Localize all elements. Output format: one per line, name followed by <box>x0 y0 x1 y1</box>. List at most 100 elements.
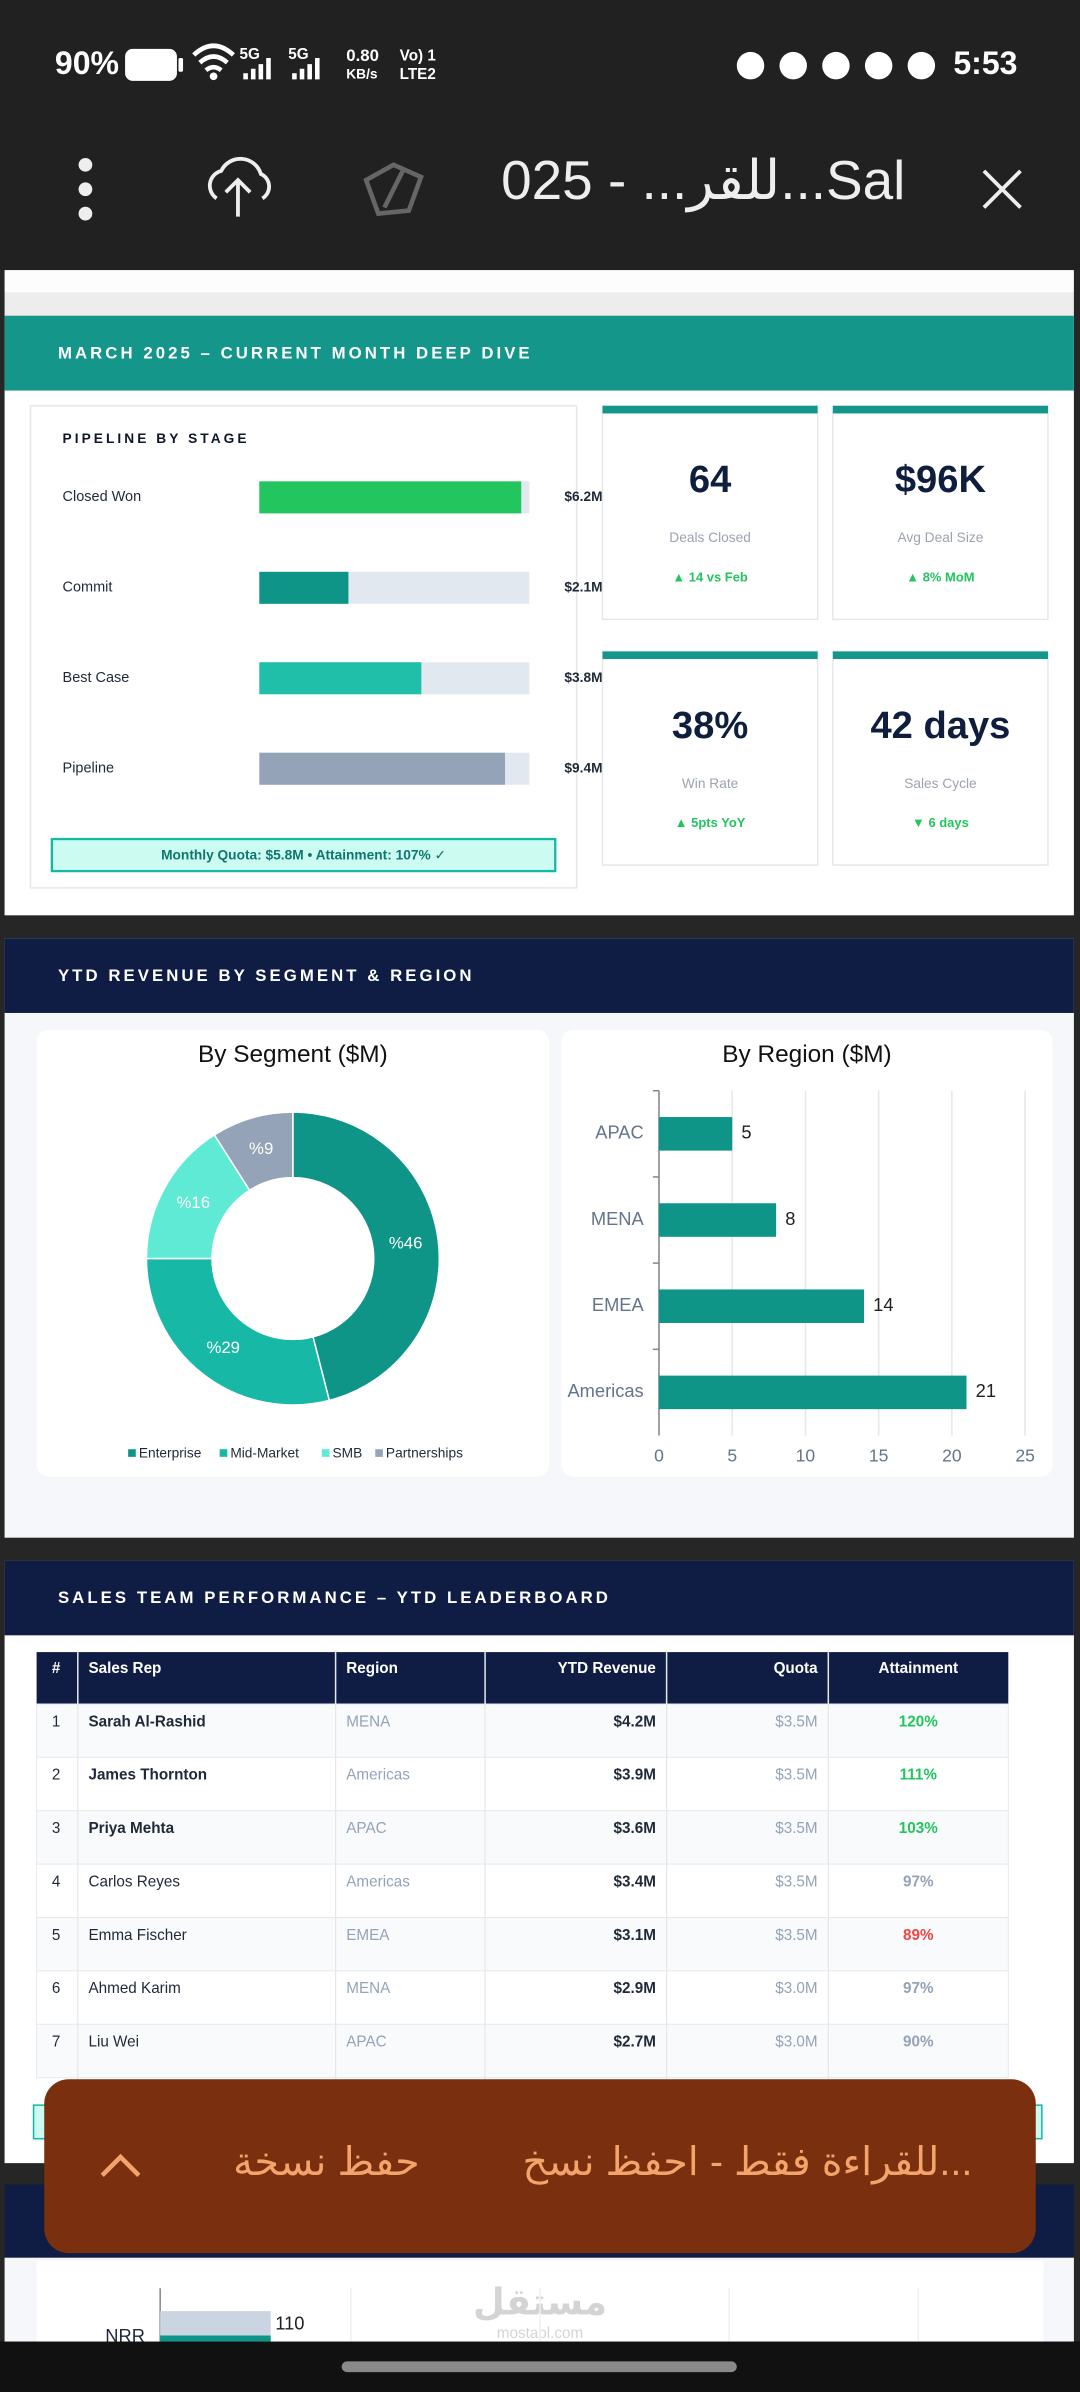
section-header <box>4 938 1074 1013</box>
y-tick-label: MENA <box>591 1208 645 1229</box>
section-title: SALES TEAM PERFORMANCE – YTD LEADERBOARD <box>58 1588 611 1607</box>
column-header: Region <box>346 1660 398 1677</box>
legend-label: SMB <box>333 1445 363 1460</box>
save-copy-button[interactable]: حفظ نسخة <box>233 2140 420 2184</box>
pie-slice <box>145 1257 331 1406</box>
page-gap <box>4 292 1074 316</box>
kpi-value: 42 days <box>870 704 1010 747</box>
signal-icon <box>243 58 271 80</box>
signal-icon <box>292 58 320 80</box>
kpi-delta: ▲ 5pts YoY <box>675 815 746 830</box>
table-cell: 103% <box>899 1820 938 1837</box>
menu-button[interactable] <box>78 157 93 221</box>
table-cell: 5 <box>52 1927 60 1944</box>
table-cell: $3.5M <box>775 1927 817 1944</box>
legend-label: Partnerships <box>386 1445 463 1460</box>
table-cell: $3.0M <box>775 2034 817 2051</box>
stage-value: $9.4M <box>564 760 602 775</box>
table-row <box>36 1703 1009 1758</box>
battery-text: 90% <box>55 45 119 81</box>
x-tick-label: 25 <box>1015 1445 1035 1465</box>
table-cell: EMEA <box>346 1927 390 1944</box>
slice-label: %29 <box>206 1338 240 1357</box>
app-bar-bg <box>0 0 1080 271</box>
kpi-label: Avg Deal Size <box>897 530 983 545</box>
column-header: Sales Rep <box>88 1660 161 1677</box>
x-tick-label: 20 <box>942 1445 962 1465</box>
legend-swatch <box>321 1449 330 1457</box>
table-cell: $2.9M <box>614 1980 656 1997</box>
chart-panel <box>561 1029 1053 1477</box>
stage-bar <box>259 571 349 604</box>
section-title: MARCH 2025 – CURRENT MONTH DEEP DIVE <box>58 343 533 362</box>
table-cell: Emma Fischer <box>88 1927 186 1944</box>
content: Closed Won $6.2M Commit $2.1M Best Case $3.8M… <box>36 405 1049 2346</box>
table-cell: APAC <box>346 2034 386 2051</box>
table-cell: $3.5M <box>775 1820 817 1837</box>
y-tick-label: EMEA <box>592 1294 645 1315</box>
stage-bar <box>259 662 422 695</box>
carrier-text: Vo) 1 <box>400 48 437 65</box>
table-cell: Americas <box>346 1873 410 1890</box>
x-tick-label: 0 <box>654 1445 664 1465</box>
bar-value: 8 <box>785 1208 795 1229</box>
slice-label: %9 <box>249 1139 273 1158</box>
quota-box <box>50 837 557 873</box>
table-cell: Sarah Al-Rashid <box>88 1713 205 1730</box>
bar-value: 5 <box>741 1122 751 1143</box>
legend-swatch <box>219 1449 228 1457</box>
battery-icon <box>125 48 177 81</box>
kpi-value: $96K <box>895 458 987 501</box>
notification-icon <box>907 51 936 80</box>
table-cell: 97% <box>903 1873 934 1890</box>
table-cell: $4.2M <box>614 1713 656 1730</box>
kpi-delta: ▼ 6 days <box>912 815 969 830</box>
table-cell: Priya Mehta <box>88 1820 174 1837</box>
table-cell: Liu Wei <box>88 2034 139 2051</box>
stage-label: Commit <box>63 580 113 596</box>
table-cell: $3.1M <box>614 1927 656 1944</box>
upload-button[interactable] <box>207 156 271 217</box>
table-cell: $3.4M <box>614 1873 656 1890</box>
stage-label: Best Case <box>63 670 130 686</box>
read-only-banner <box>44 2079 1036 2254</box>
x-tick-label: 15 <box>869 1445 889 1465</box>
stage-value: $6.2M <box>564 489 602 504</box>
notification-icon <box>822 51 850 80</box>
home-handle[interactable] <box>341 2361 737 2373</box>
expand-button[interactable] <box>100 2153 141 2177</box>
page-edge <box>4 270 1074 293</box>
kpi-card <box>832 405 1049 621</box>
stage-label: Pipeline <box>63 761 115 777</box>
wifi-dot <box>209 72 218 81</box>
bar-value: 21 <box>976 1380 996 1401</box>
table-cell: 89% <box>903 1927 934 1944</box>
document-title: للقر... - 025...Sal <box>501 149 905 212</box>
kpi-accent <box>602 651 818 660</box>
clock: 5:53 <box>953 45 1017 81</box>
pie-slice <box>292 1111 441 1402</box>
kpi-delta: ▲ 14 vs Feb <box>672 570 748 585</box>
kpi-accent <box>832 405 1048 414</box>
table-row <box>36 1863 1009 1918</box>
table-cell: MENA <box>346 1980 391 1997</box>
close-button[interactable] <box>982 169 1022 209</box>
kpi-label: Sales Cycle <box>904 776 977 791</box>
table-cell: $3.5M <box>775 1767 817 1784</box>
table-row <box>36 1917 1009 1972</box>
table-header <box>36 1652 1009 1704</box>
table-cell: 120% <box>899 1713 938 1730</box>
card <box>29 405 578 889</box>
table-cell: Carlos Reyes <box>88 1873 180 1890</box>
table-cell: James Thornton <box>88 1767 207 1784</box>
wifi-icon <box>192 43 235 73</box>
battery-tip <box>178 58 184 72</box>
legend-label: Mid-Market <box>230 1445 299 1460</box>
kpi-card <box>601 650 819 866</box>
copilot-button[interactable] <box>363 162 424 217</box>
table-cell: 90% <box>903 2034 934 2051</box>
bar <box>658 1203 777 1237</box>
banner-message: للقراءة فقط - احفظ نسخ... <box>523 2140 973 2185</box>
slice-label: %46 <box>389 1234 423 1253</box>
